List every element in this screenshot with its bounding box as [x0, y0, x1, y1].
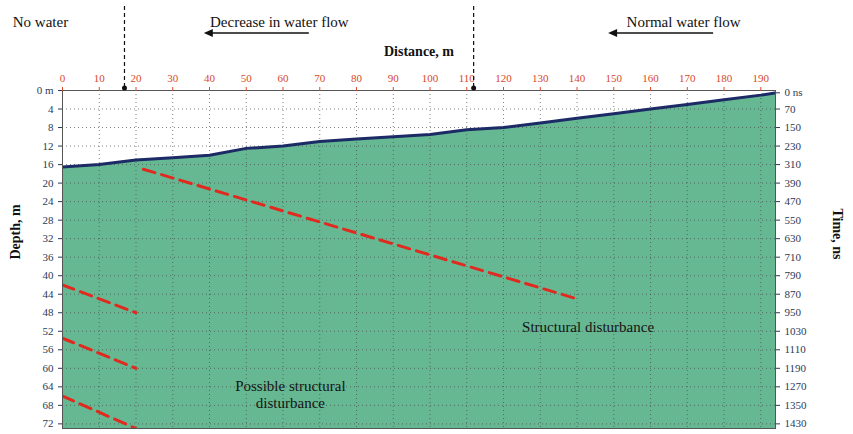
svg-text:Decrease in water flow: Decrease in water flow	[210, 14, 349, 30]
svg-text:30: 30	[167, 72, 179, 84]
svg-text:56: 56	[43, 343, 55, 355]
svg-text:110: 110	[459, 72, 476, 84]
svg-text:32: 32	[43, 232, 54, 244]
svg-text:50: 50	[241, 72, 253, 84]
svg-text:60: 60	[278, 72, 290, 84]
svg-text:470: 470	[785, 195, 802, 207]
svg-text:No water: No water	[13, 14, 68, 30]
svg-text:950: 950	[785, 306, 802, 318]
svg-text:Structural disturbance: Structural disturbance	[522, 319, 654, 335]
svg-text:100: 100	[422, 72, 439, 84]
svg-text:1110: 1110	[785, 343, 807, 355]
svg-text:24: 24	[43, 195, 55, 207]
svg-text:1190: 1190	[785, 362, 807, 374]
svg-text:48: 48	[43, 306, 55, 318]
svg-text:80: 80	[351, 72, 363, 84]
svg-text:90: 90	[388, 72, 400, 84]
svg-text:870: 870	[785, 288, 802, 300]
svg-text:150: 150	[785, 121, 802, 133]
svg-text:16: 16	[43, 158, 55, 170]
svg-text:20: 20	[43, 177, 55, 189]
svg-text:12: 12	[43, 140, 54, 152]
svg-text:70: 70	[314, 72, 326, 84]
svg-text:190: 190	[753, 72, 770, 84]
svg-text:52: 52	[43, 325, 54, 337]
svg-text:Normal water flow: Normal water flow	[627, 14, 741, 30]
svg-text:36: 36	[43, 251, 55, 263]
svg-text:310: 310	[785, 158, 802, 170]
svg-text:20: 20	[131, 72, 143, 84]
svg-text:790: 790	[785, 269, 802, 281]
svg-text:0 m: 0 m	[37, 84, 54, 96]
svg-text:0 ns: 0 ns	[785, 86, 803, 98]
svg-text:28: 28	[43, 214, 55, 226]
svg-text:68: 68	[43, 399, 55, 411]
svg-text:40: 40	[204, 72, 216, 84]
svg-text:390: 390	[785, 177, 802, 189]
svg-text:Time, ns: Time, ns	[830, 208, 845, 260]
svg-text:630: 630	[785, 232, 802, 244]
svg-text:72: 72	[43, 417, 54, 429]
svg-text:1030: 1030	[785, 325, 808, 337]
svg-text:180: 180	[716, 72, 733, 84]
svg-text:150: 150	[606, 72, 623, 84]
svg-text:40: 40	[43, 269, 55, 281]
svg-text:170: 170	[679, 72, 696, 84]
svg-text:Depth, m: Depth, m	[8, 204, 23, 260]
svg-text:230: 230	[785, 140, 802, 152]
svg-text:140: 140	[569, 72, 586, 84]
svg-text:Distance, m: Distance, m	[384, 44, 454, 59]
svg-text:8: 8	[48, 121, 54, 133]
svg-text:1430: 1430	[785, 417, 808, 429]
svg-text:44: 44	[43, 288, 55, 300]
svg-text:4: 4	[48, 103, 54, 115]
svg-text:10: 10	[94, 72, 106, 84]
svg-text:160: 160	[642, 72, 659, 84]
svg-text:550: 550	[785, 214, 802, 226]
svg-text:64: 64	[43, 380, 55, 392]
svg-text:60: 60	[43, 362, 55, 374]
svg-text:1270: 1270	[785, 380, 808, 392]
svg-text:710: 710	[785, 251, 802, 263]
svg-text:130: 130	[532, 72, 549, 84]
svg-text:1350: 1350	[785, 399, 808, 411]
svg-text:70: 70	[785, 103, 797, 115]
svg-text:0: 0	[60, 72, 66, 84]
svg-text:120: 120	[495, 72, 512, 84]
svg-text:Possible structuraldisturbance: Possible structuraldisturbance	[235, 378, 345, 411]
